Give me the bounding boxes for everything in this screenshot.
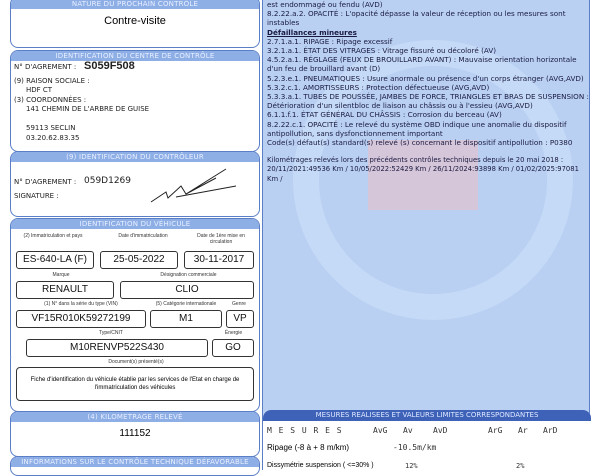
- section-header: INFORMATIONS SUR LE CONTRÔLE TECHNIQUE D…: [11, 457, 259, 467]
- designation-label: Désignation commerciale: [160, 272, 217, 278]
- defaillance-line: 5.3.3.a.1. TUBES DE POUSSÉE, JAMBES DE F…: [267, 92, 589, 111]
- immat-field: ES-640-LA (F): [16, 251, 94, 269]
- col-avd: AvD: [433, 426, 448, 435]
- documents-field: Fiche d'identification du véhicule établ…: [16, 367, 254, 401]
- kilometrage-section: (4) KILOMETRAGE RELEVÉ 111152: [10, 411, 260, 457]
- km-history: Kilométrages relevés lors des précédents…: [267, 156, 579, 183]
- energie-field: GO: [212, 339, 254, 357]
- immat-label: (2) Immatriculation et pays: [23, 233, 83, 239]
- marque-label: Marque: [52, 272, 70, 278]
- defaillance-line: 4.5.2.a.1. RÉGLAGE (FEUX DE BROUILLARD A…: [267, 55, 577, 74]
- marque-field: RENAULT: [16, 281, 114, 299]
- address-line2: 59113 SECLIN: [26, 124, 76, 132]
- dissymetrie-ar: 2%: [516, 462, 525, 470]
- categorie-label: (5) Catégorie internationale: [155, 301, 217, 307]
- vehicule-section: IDENTIFICATION DU VÉHICULE (2) Immatricu…: [10, 218, 260, 364]
- prochain-controle-value: Contre-visite: [104, 15, 166, 27]
- vin-field: VF15R010K59272199: [16, 310, 146, 328]
- phone: 03.20.62.83.35: [26, 134, 80, 142]
- coord-label: (3) COORDONNÉES :: [14, 96, 87, 104]
- date-mec-label: Date de 1ère mise en circulation: [197, 233, 245, 245]
- section-header: (4) KILOMETRAGE RELEVÉ: [11, 412, 259, 422]
- defaillance-line: 8.2.22.a.2. OPACITÉ : L'opacité dépasse …: [267, 9, 566, 28]
- defaillance-line: 8.2.22.c.1. OPACITÉ : Le relevé du systè…: [267, 119, 567, 138]
- centre-section: IDENTIFICATION DU CENTRE DE CONTRÔLE N° …: [10, 50, 260, 152]
- signature-label: SIGNATURE :: [14, 192, 59, 200]
- dissymetrie-av: 12%: [405, 462, 418, 470]
- prochain-controle-section: NATURE DU PROCHAIN CONTRÔLE Contre-visit…: [10, 0, 260, 48]
- defaillance-line: 5.2.3.e.1. PNEUMATIQUES : Usure anormale…: [267, 73, 584, 83]
- genre-field: VP: [226, 310, 254, 328]
- codes-defaut: Code(s) défaut(s) standard(s) relevé (s)…: [267, 138, 573, 148]
- raison-label: (9) RAISON SOCIALE :: [14, 77, 90, 85]
- col-ard: ArD: [543, 426, 558, 435]
- agrement-label: N° D'AGREMENT :: [14, 63, 77, 71]
- ripage-value: -10.5m/km: [393, 443, 437, 452]
- address-line1: 141 CHEMIN DE L'ARBRE DE GUISE: [26, 105, 150, 113]
- date-immat-label: Date d'immatriculation: [118, 233, 168, 239]
- date-immat-field: 25-05-2022: [100, 251, 178, 269]
- centre-agrement: S059F508: [84, 60, 135, 72]
- defaillance-line: 2.7.1.a.1. RIPAGE : Ripage excessif: [267, 36, 393, 46]
- defaillances-panel: est endommagé ou fendu (AVD) 8.2.22.a.2.…: [262, 0, 591, 470]
- type-label: Type/CNIT: [99, 330, 123, 336]
- designation-field: CLIO: [120, 281, 254, 299]
- agrement-label: N° D'AGREMENT :: [14, 178, 77, 186]
- mineures-title: Défaillances mineures: [267, 27, 357, 37]
- controleur-section: (9) IDENTIFICATION DU CONTRÔLEUR N° D'AG…: [10, 151, 260, 217]
- raison-sociale: HDF CT: [26, 86, 53, 94]
- genre-label: Genre: [232, 301, 246, 307]
- dissymetrie-label: Dissymétrie suspension ( <=30% ): [267, 462, 374, 469]
- watermark-logo-center: [368, 140, 478, 210]
- defaillance-line: 6.1.1.f.1. ÉTAT GÉNÉRAL DU CHÂSSIS : Cor…: [267, 110, 502, 120]
- controleur-agrement: 059D1269: [84, 176, 132, 186]
- categorie-field: M1: [150, 310, 222, 328]
- energie-label: Énergie: [224, 330, 243, 336]
- ripage-label: Ripage (-8 à + 8 m/km): [267, 443, 350, 452]
- col-ar: Ar: [518, 426, 528, 435]
- section-header: MESURES REALISEES ET VALEURS LIMITES COR…: [263, 410, 591, 421]
- documents-section: Document(s) présenté(s) Fiche d'identifi…: [10, 358, 260, 412]
- date-mec-field: 30-11-2017: [184, 251, 254, 269]
- section-header: IDENTIFICATION DU VÉHICULE: [11, 219, 259, 229]
- section-header: NATURE DU PROCHAIN CONTRÔLE: [11, 0, 259, 9]
- defaillance-line: 3.2.1.a.1. ÉTAT DES VITRAGES : Vitrage f…: [267, 46, 497, 56]
- docs-label: Document(s) présenté(s): [108, 359, 164, 365]
- col-arg: ArG: [488, 426, 503, 435]
- type-field: M10RENVP522S430: [26, 339, 208, 357]
- section-header: (9) IDENTIFICATION DU CONTRÔLEUR: [11, 152, 259, 162]
- kilometrage-value: 111152: [119, 428, 151, 439]
- defaillances-text: est endommagé ou fendu (AVD) 8.2.22.a.2.…: [267, 0, 589, 184]
- mesures-section: MESURES REALISEES ET VALEURS LIMITES COR…: [263, 410, 591, 470]
- defaillance-line: 5.3.2.c.1. AMORTISSEURS : Protection déf…: [267, 82, 490, 92]
- vin-label: (1) N° dans la série du type (VIN): [44, 301, 118, 307]
- mesures-title: M E S U R E S: [267, 426, 343, 435]
- col-av: Av: [403, 426, 413, 435]
- signature-image: [150, 168, 237, 203]
- col-avg: AvG: [373, 426, 388, 435]
- defavorable-section: INFORMATIONS SUR LE CONTRÔLE TECHNIQUE D…: [10, 456, 260, 476]
- section-header: IDENTIFICATION DU CENTRE DE CONTRÔLE: [11, 51, 259, 61]
- defaillance-line: est endommagé ou fendu (AVD): [267, 0, 383, 9]
